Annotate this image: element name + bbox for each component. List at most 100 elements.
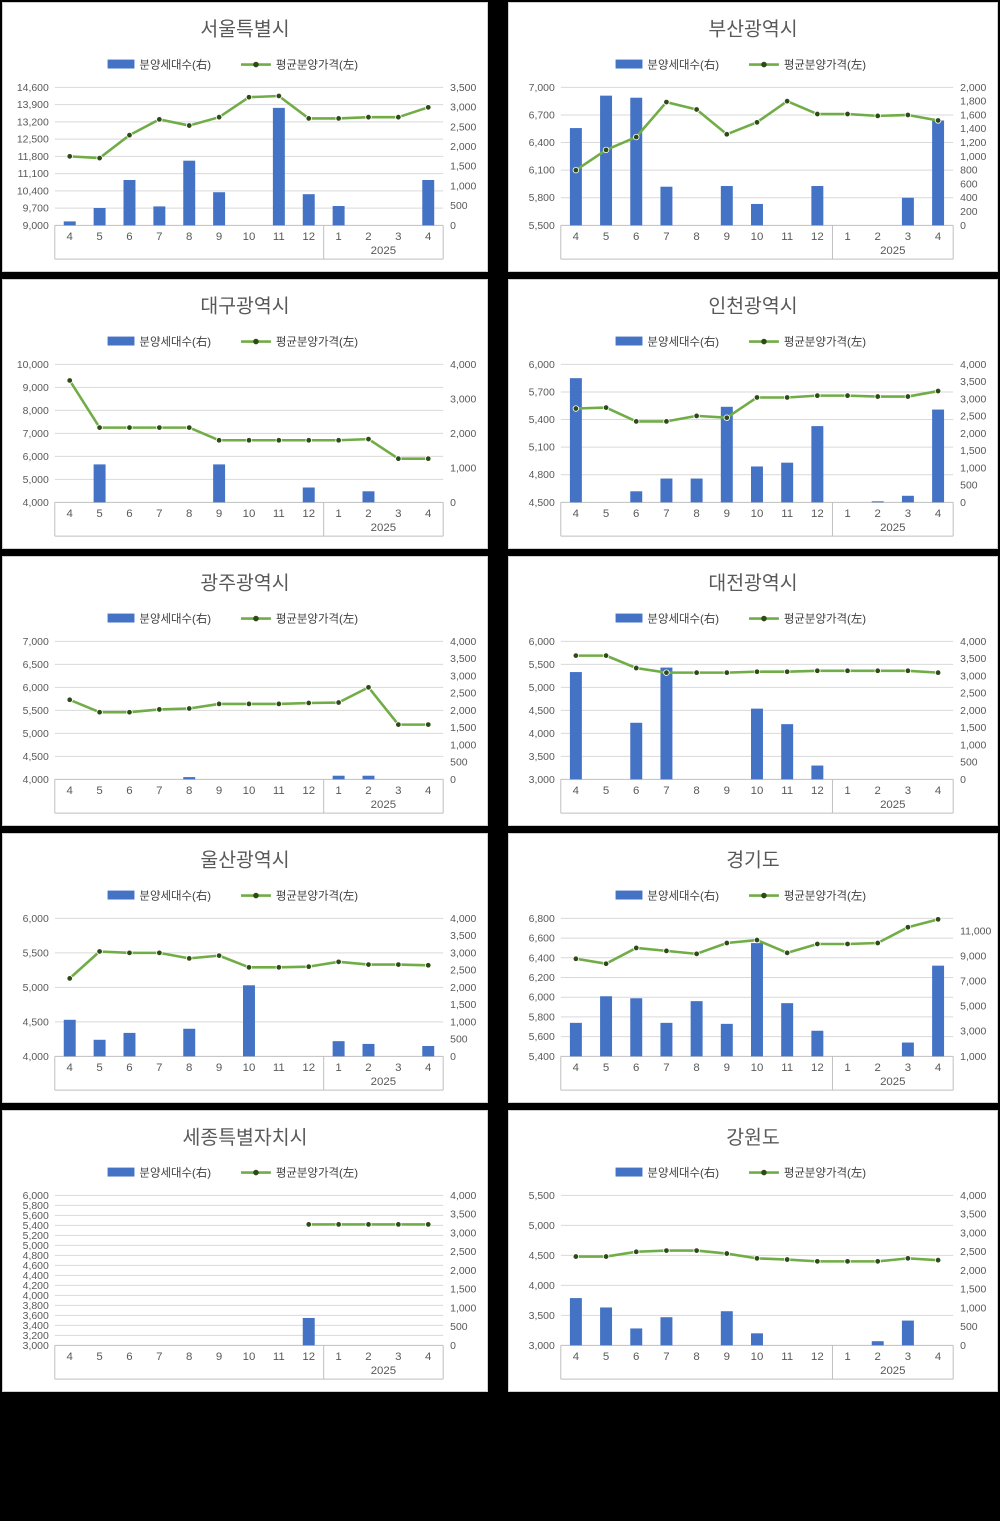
year-group-label: 2025 — [880, 245, 905, 257]
bar — [932, 409, 945, 503]
x-axis-label: 11 — [273, 785, 285, 797]
x-axis-label: 3 — [395, 1062, 401, 1074]
bar — [932, 965, 945, 1057]
price-marker — [275, 437, 283, 444]
right-axis-tick-label: 500 — [960, 1322, 978, 1333]
right-axis-tick-label: 2,500 — [960, 1247, 986, 1258]
x-axis-label: 2 — [365, 785, 371, 797]
left-axis-tick-label: 4,500 — [23, 752, 49, 763]
x-axis-label: 9 — [724, 508, 730, 520]
left-axis-tick-label: 5,500 — [529, 221, 555, 232]
chart-title: 경기도 — [726, 850, 780, 872]
bar — [660, 667, 673, 780]
price-marker — [602, 652, 610, 659]
price-marker — [814, 1258, 821, 1265]
right-axis-tick-label: 1,500 — [450, 162, 476, 173]
x-axis-label: 10 — [751, 508, 764, 520]
right-axis-tick-label: 1,000 — [960, 1052, 986, 1063]
chart-title: 서울특별시 — [200, 19, 289, 41]
left-axis-tick-label: 5,600 — [23, 1211, 49, 1222]
price-marker — [425, 962, 432, 969]
left-axis-tick-label: 4,400 — [23, 1271, 49, 1282]
price-marker — [693, 950, 700, 958]
x-axis-label: 5 — [96, 231, 102, 243]
price-marker — [874, 667, 881, 674]
right-axis-tick-label: 3,000 — [960, 671, 986, 682]
left-axis-tick-label: 6,000 — [529, 993, 555, 1004]
x-axis-label: 4 — [935, 1062, 942, 1074]
right-axis-tick-label: 1,200 — [960, 138, 986, 149]
price-marker — [335, 115, 342, 122]
chart-panel-2: 대구광역시 분양세대수(右) 평균분양가격(左) 4,000 5,000 6,000 7,0… — [2, 279, 488, 549]
legend-line-marker-icon — [253, 892, 259, 899]
right-axis-tick-label: 500 — [960, 481, 978, 492]
x-axis-label: 3 — [905, 1062, 911, 1074]
price-marker — [783, 668, 791, 675]
left-axis-tick-label: 5,800 — [529, 193, 555, 204]
price-marker — [66, 696, 73, 703]
left-axis-tick-label: 5,000 — [23, 1241, 49, 1252]
left-axis-tick-label: 3,200 — [23, 1331, 49, 1342]
right-axis-tick-label: 3,500 — [450, 654, 476, 665]
x-axis-label: 5 — [603, 1351, 609, 1363]
price-marker — [934, 669, 942, 676]
x-axis-label: 2 — [365, 231, 371, 243]
year-group-label: 2025 — [880, 799, 905, 811]
price-marker — [186, 705, 193, 712]
price-marker — [395, 961, 402, 968]
x-axis-label: 9 — [724, 231, 730, 243]
x-axis-label: 11 — [273, 1062, 285, 1074]
right-axis-tick-label: 0 — [450, 1341, 456, 1352]
bar — [630, 491, 643, 503]
left-axis-tick-label: 9,700 — [23, 204, 49, 215]
right-axis-tick-label: 500 — [960, 758, 978, 769]
price-marker — [783, 1256, 791, 1263]
x-axis-label: 4 — [573, 1351, 580, 1363]
x-axis-label: 3 — [395, 508, 401, 520]
x-axis-label: 8 — [693, 231, 699, 243]
right-axis-tick-label: 1,500 — [450, 723, 476, 734]
right-axis-tick-label: 1,000 — [450, 1017, 476, 1028]
bar — [332, 1041, 345, 1057]
price-marker — [96, 424, 103, 431]
price-marker — [96, 154, 103, 162]
legend-bar-label: 분양세대수(右) — [647, 612, 719, 626]
x-axis-label: 6 — [126, 508, 132, 520]
price-marker — [814, 392, 821, 399]
right-axis-tick-label: 3,000 — [960, 1027, 986, 1038]
bar — [751, 203, 763, 226]
left-axis-tick-label: 5,700 — [529, 387, 555, 398]
bar — [600, 95, 613, 226]
price-marker — [156, 116, 163, 123]
price-marker — [814, 110, 821, 118]
right-axis-tick-label: 3,000 — [960, 394, 986, 405]
left-axis-tick-label: 4,500 — [529, 1251, 555, 1262]
price-marker — [395, 114, 402, 121]
price-marker — [245, 964, 253, 971]
right-axis-tick-label: 400 — [960, 193, 978, 204]
bar — [901, 197, 914, 226]
chart-title: 울산광역시 — [200, 850, 289, 872]
legend-bar-swatch-icon — [615, 336, 643, 346]
price-marker — [365, 961, 372, 968]
year-group-label: 2025 — [371, 1076, 396, 1088]
x-axis-label: 2 — [875, 508, 881, 520]
legend-line-marker-icon — [253, 61, 259, 68]
x-axis-label: 4 — [573, 785, 580, 797]
price-marker — [425, 104, 432, 111]
right-axis-tick-label: 0 — [450, 1052, 456, 1063]
bar — [690, 478, 703, 503]
bar — [811, 426, 824, 503]
x-axis-label: 5 — [96, 508, 102, 520]
right-axis-tick-label: 3,500 — [450, 83, 476, 94]
right-axis-tick-label: 1,500 — [960, 1285, 986, 1296]
x-axis-label: 7 — [663, 1351, 669, 1363]
x-axis-label: 8 — [693, 785, 699, 797]
x-axis-label: 5 — [603, 1062, 609, 1074]
right-axis-tick-label: 0 — [450, 221, 456, 232]
price-marker — [934, 387, 942, 395]
x-axis-label: 7 — [663, 231, 669, 243]
bar — [811, 186, 824, 226]
price-marker — [156, 706, 163, 713]
